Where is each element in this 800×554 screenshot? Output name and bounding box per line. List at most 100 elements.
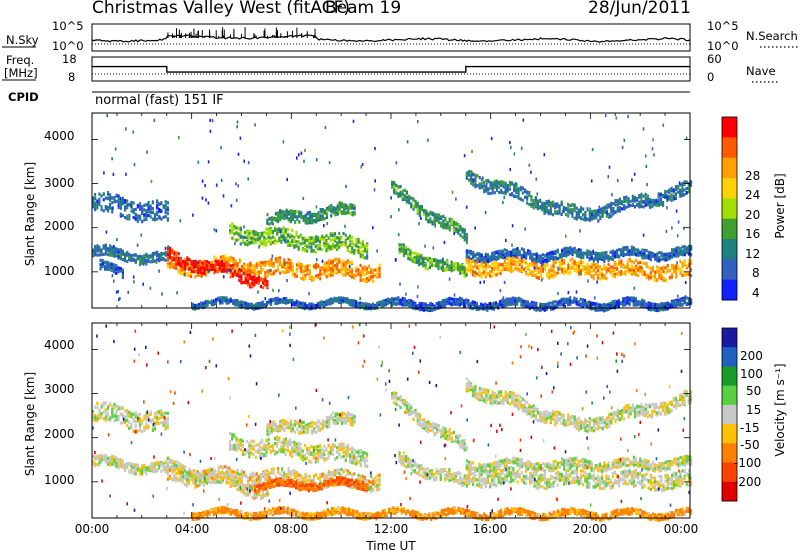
echo-cell [365,304,368,308]
echo-cell [285,298,288,302]
echo-cell [503,267,506,271]
echo-cell [621,200,624,204]
echo-cell [173,252,176,256]
echo-cell [312,236,315,240]
echo-cell [577,248,580,252]
echo-cell [289,264,292,268]
echo-cell [96,200,99,204]
echo-cell [457,231,460,235]
echo-cell [580,262,583,267]
echo-cell [554,261,557,265]
echo-cell [577,251,580,255]
echo-cell [338,298,341,302]
echo-cell [452,220,455,224]
echo-cell [344,273,347,277]
echo-cell [266,284,269,288]
echo-cell [506,185,509,189]
echo-cell [323,236,326,240]
echo-cell [158,255,161,260]
echo-cell [539,257,542,261]
echo-cell [291,266,294,270]
echo-cell [310,236,313,240]
echo-cell [98,198,101,202]
echo-cell [429,211,432,215]
echo-cell [605,203,608,207]
echo-cell [98,192,101,196]
echo-cell [687,272,690,276]
echo-cell [609,271,612,275]
echo-cell [474,273,477,277]
echo-cell [425,209,428,214]
echo-cell [145,203,148,207]
echo-cell [679,247,682,251]
echo-cell [309,221,312,225]
echo-cell [158,216,161,220]
echo-cell [517,190,520,194]
echo-cell [351,270,354,274]
echo-cell [321,248,324,252]
echo-cell [569,267,572,272]
echo-cell [107,252,110,257]
echo-cell [601,214,604,218]
echo-cell [347,205,350,209]
echo-cell [268,269,271,273]
echo-cell [126,206,129,210]
echo-cell [291,234,294,238]
echo-cell [433,214,436,218]
echo-cell [531,252,534,257]
echo-cell [351,275,354,279]
echo-cell [537,259,540,263]
echo-cell [181,260,184,264]
echo-cell [344,233,347,237]
echo-cell [486,272,489,276]
echo-cell [463,270,466,274]
echo-cell [280,300,283,304]
echo-cell [302,269,305,274]
echo-cell [497,254,500,258]
echo-cell [463,266,466,270]
echo-cell [340,301,343,305]
echo-cell [177,260,180,264]
echo-cell [253,283,256,287]
echo-cell [329,261,332,265]
echo-cell [541,260,544,264]
echo-cell [635,264,638,268]
echo-cell [308,239,311,244]
echo-cell [254,237,257,242]
echo-cell [618,262,621,266]
echo-cell [647,277,650,281]
echo-cell [130,254,133,258]
echo-cell [632,248,635,252]
echo-cell [207,261,210,265]
echo-cell [649,267,652,271]
echo-cell [609,265,612,269]
noise-trace [91,27,691,45]
echo-cell [254,240,257,245]
echo-cell [343,211,346,215]
echo-cell [289,243,292,247]
echo-cell [495,261,498,265]
echo-cell [119,250,122,254]
echo-cell [616,255,619,259]
echo-cell [327,236,330,240]
echo-cell [549,201,552,205]
echo-cell [296,210,299,214]
echo-cell [240,264,243,269]
echo-cell [246,276,249,280]
echo-cell [611,250,614,255]
echo-cell [336,236,339,240]
echo-cell [336,247,339,251]
echo-cell [227,268,230,272]
echo-cell [442,219,445,223]
echo-cell [413,259,416,263]
echo-cell [240,281,243,285]
echo-cell [246,305,249,309]
echo-cell [147,213,150,218]
echo-cell [596,252,599,256]
echo-cell [128,252,131,256]
echo-cell [251,303,254,307]
echo-cell [470,260,473,264]
echo-cell [326,206,329,210]
echo-cell [465,234,468,238]
echo-cell [338,205,341,209]
